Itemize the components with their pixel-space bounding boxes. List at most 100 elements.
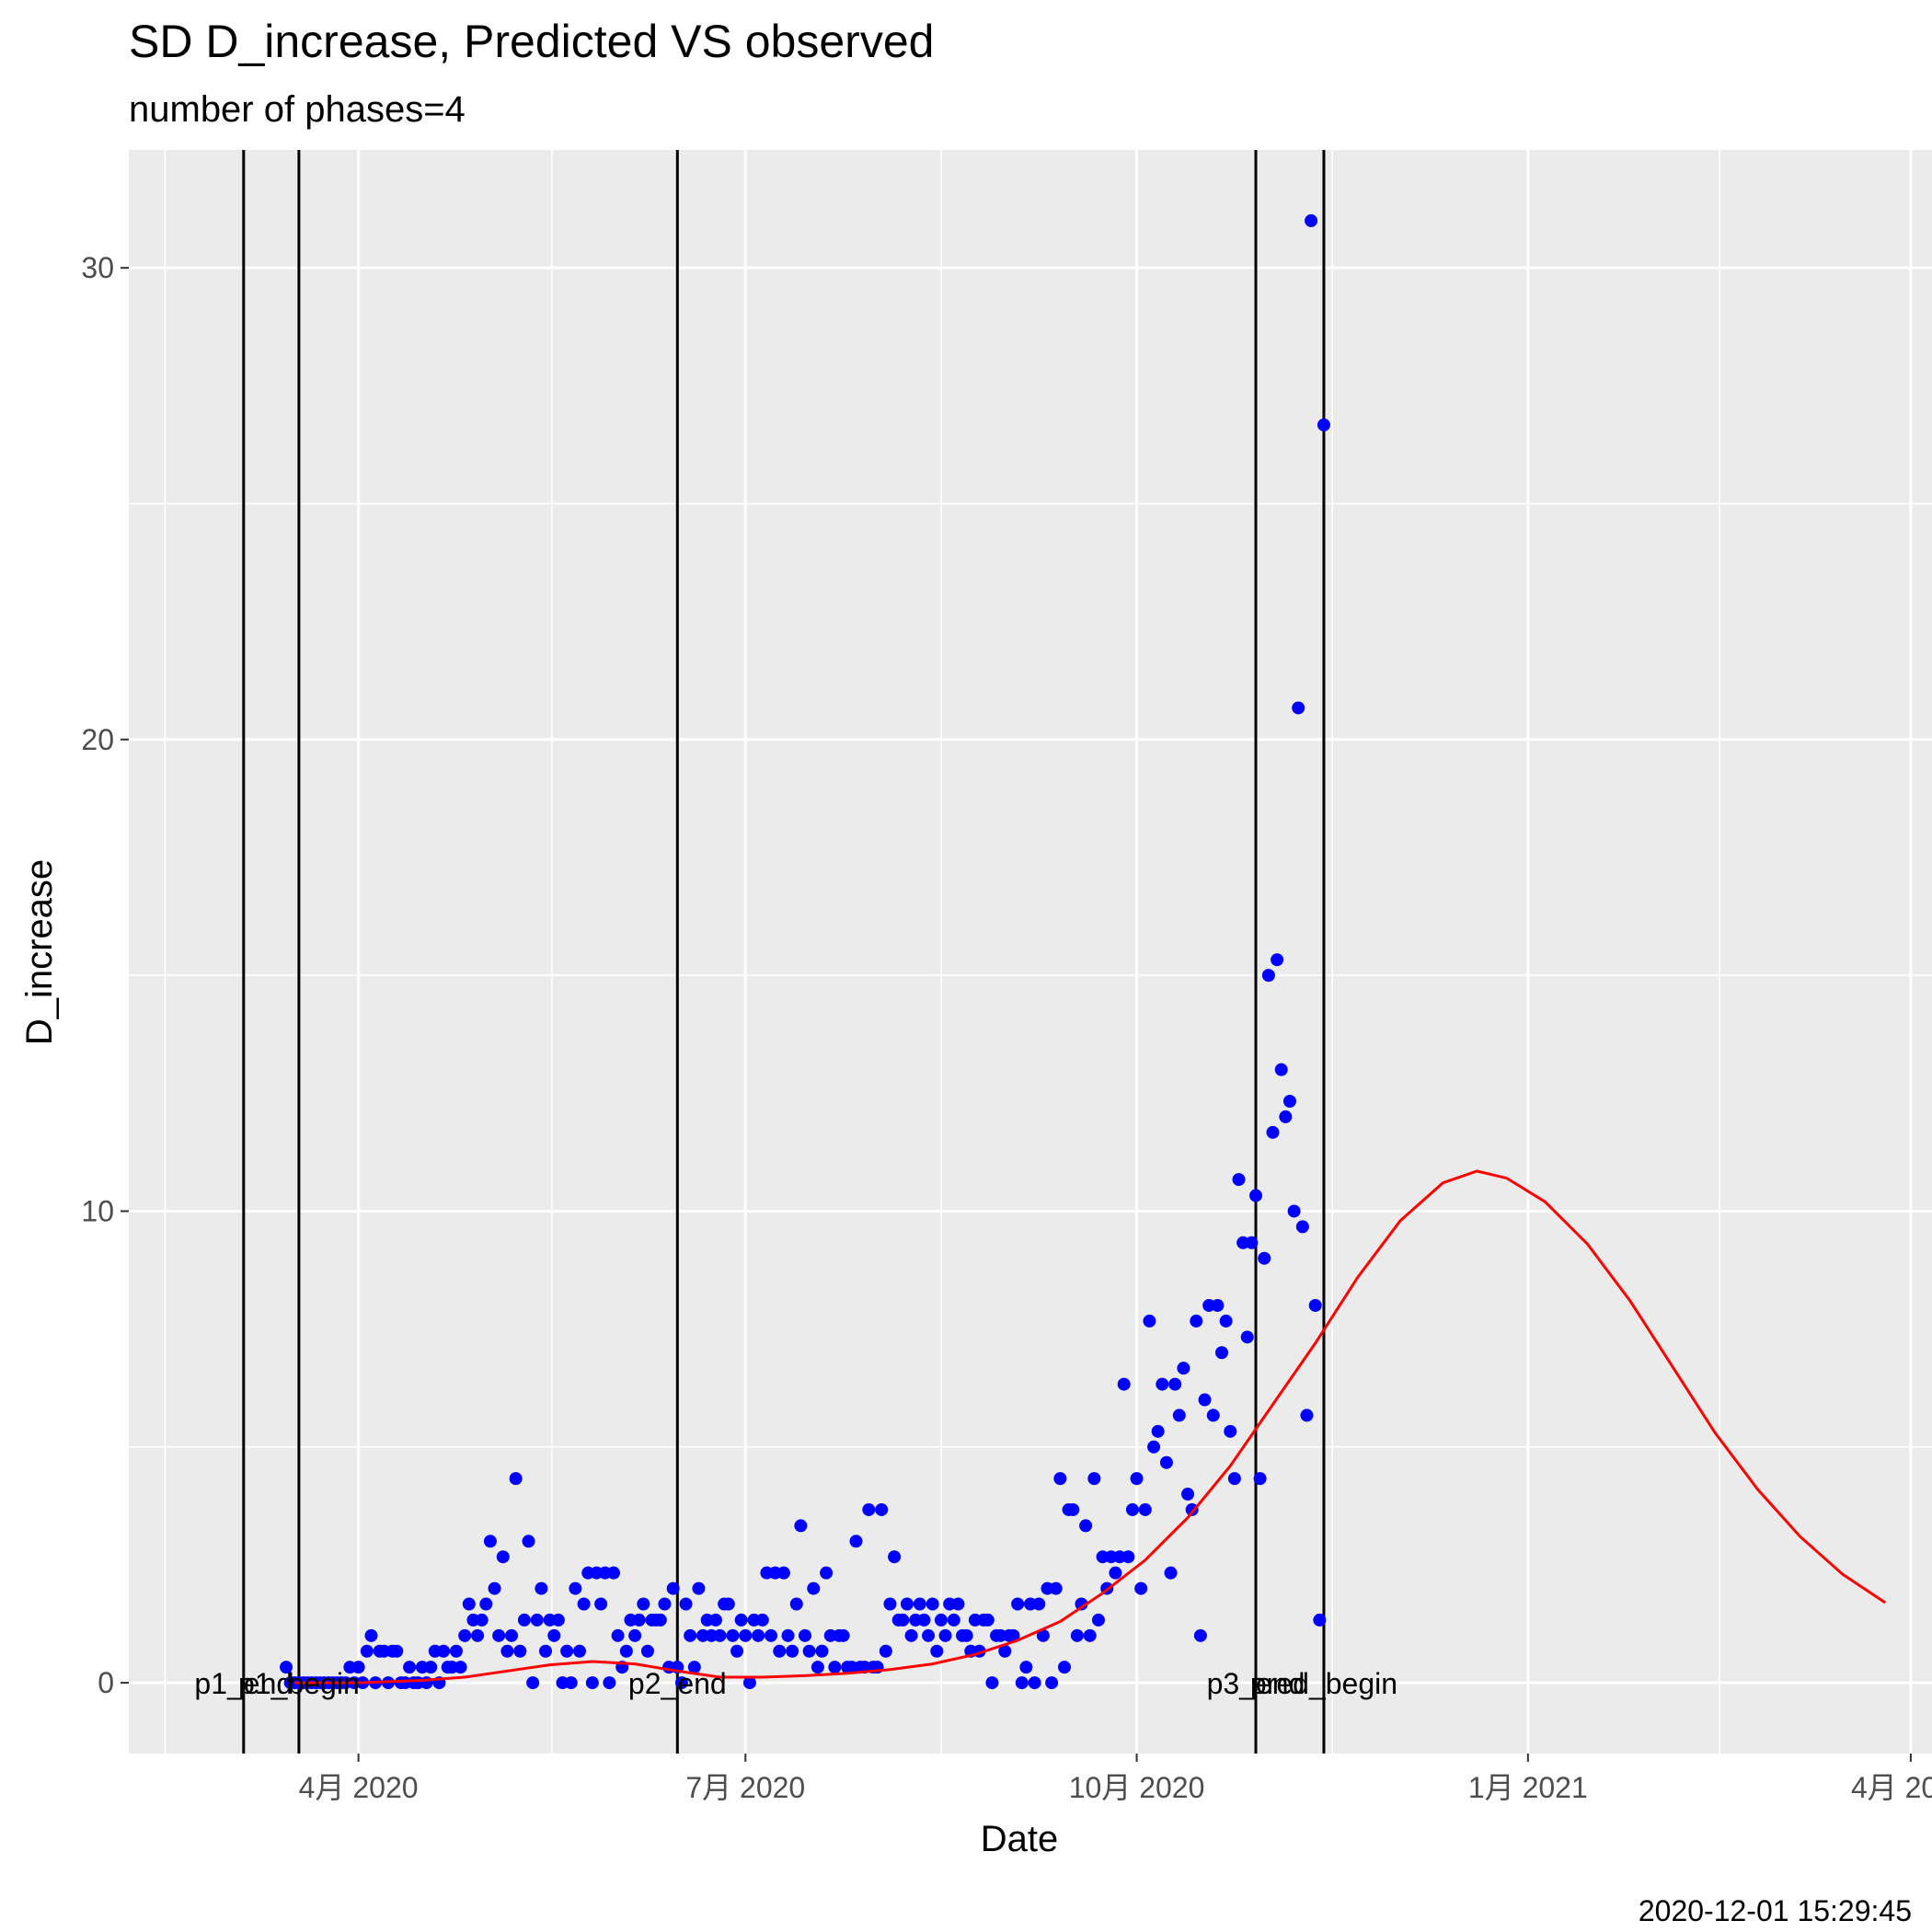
data-point	[479, 1597, 493, 1611]
prediction-line	[294, 1169, 1887, 1685]
data-point	[1053, 1472, 1067, 1486]
data-point	[1193, 1628, 1207, 1642]
data-point	[351, 1661, 365, 1674]
data-point	[606, 1566, 620, 1580]
data-point	[807, 1581, 821, 1595]
data-point	[679, 1597, 693, 1611]
data-point	[836, 1628, 850, 1642]
phase-label: p2_end	[628, 1667, 727, 1700]
data-point	[364, 1628, 378, 1642]
y-tick-label: 0	[98, 1666, 114, 1699]
data-point	[577, 1597, 591, 1611]
data-point	[708, 1613, 722, 1627]
data-point	[802, 1644, 816, 1658]
data-point	[687, 1661, 701, 1674]
data-point	[1015, 1676, 1029, 1690]
data-point	[424, 1661, 438, 1674]
x-tick-label: 1月 2021	[1468, 1771, 1588, 1804]
data-point	[815, 1644, 829, 1658]
data-point	[517, 1613, 531, 1627]
data-point	[658, 1597, 672, 1611]
data-point	[458, 1628, 472, 1642]
x-tick-label: 4月 2020	[299, 1771, 419, 1804]
data-point	[437, 1644, 451, 1658]
data-point	[811, 1661, 824, 1674]
data-point	[934, 1613, 948, 1627]
data-point	[1151, 1424, 1165, 1438]
data-point	[794, 1519, 808, 1533]
data-point	[1308, 1298, 1322, 1312]
data-point	[632, 1613, 646, 1627]
data-point	[475, 1613, 489, 1627]
data-point	[280, 1661, 293, 1674]
data-point	[820, 1566, 834, 1580]
data-point	[1249, 1189, 1262, 1202]
data-point	[1215, 1346, 1229, 1360]
data-point	[1177, 1362, 1190, 1375]
x-axis: 4月 2020 7月 2020 10月 2020 1月 2021 4月 2021	[299, 1754, 1932, 1804]
data-point	[488, 1581, 501, 1595]
data-point	[1036, 1628, 1050, 1642]
data-point	[752, 1628, 765, 1642]
data-point	[1134, 1581, 1148, 1595]
data-point	[551, 1613, 565, 1627]
data-point	[653, 1613, 667, 1627]
data-point	[535, 1581, 548, 1595]
data-point	[1125, 1502, 1139, 1516]
data-point	[900, 1597, 914, 1611]
y-tick-label: 30	[81, 251, 114, 284]
data-point	[526, 1676, 540, 1690]
data-point	[1143, 1314, 1156, 1328]
data-point	[403, 1661, 417, 1674]
data-point	[1006, 1628, 1020, 1642]
data-point	[569, 1581, 582, 1595]
data-point	[726, 1628, 740, 1642]
data-point	[862, 1502, 876, 1516]
phase-label: p3_end	[1207, 1667, 1305, 1700]
plot-panel	[129, 150, 1932, 1754]
data-point	[1261, 969, 1275, 983]
chart-title: SD D_increase, Predicted VS observed	[129, 16, 934, 67]
data-point	[1181, 1488, 1195, 1501]
data-point	[1117, 1377, 1131, 1391]
data-point	[547, 1628, 561, 1642]
data-point	[1091, 1613, 1105, 1627]
data-point	[1305, 213, 1318, 227]
data-point	[420, 1676, 433, 1690]
data-point	[1156, 1377, 1169, 1391]
data-point	[560, 1644, 574, 1658]
data-point	[1066, 1502, 1080, 1516]
data-point	[1070, 1628, 1084, 1642]
x-tick-label: 10月 2020	[1069, 1771, 1205, 1804]
data-point	[492, 1628, 506, 1642]
data-point	[1147, 1440, 1161, 1454]
data-point	[1287, 1204, 1301, 1218]
data-point	[1057, 1661, 1071, 1674]
data-point	[742, 1676, 756, 1690]
data-point	[765, 1628, 778, 1642]
data-point	[692, 1581, 706, 1595]
data-point	[1138, 1502, 1152, 1516]
data-point	[1032, 1597, 1046, 1611]
data-point	[1219, 1314, 1233, 1328]
data-point	[888, 1550, 902, 1564]
data-point	[1198, 1393, 1212, 1407]
data-point	[1258, 1251, 1271, 1265]
data-point	[496, 1550, 510, 1564]
data-point	[1282, 1095, 1296, 1109]
data-point	[896, 1613, 910, 1627]
data-point	[530, 1613, 544, 1627]
data-point	[674, 1676, 688, 1690]
predicted-curve	[294, 1169, 1887, 1685]
data-point	[926, 1597, 939, 1611]
data-point	[522, 1535, 535, 1548]
data-point	[883, 1597, 897, 1611]
data-point	[1227, 1472, 1241, 1486]
data-point	[1011, 1597, 1025, 1611]
timestamp: 2020-12-01 15:29:45	[1639, 1894, 1912, 1927]
data-point	[781, 1628, 795, 1642]
data-point	[564, 1676, 578, 1690]
data-point	[637, 1597, 650, 1611]
data-point	[789, 1597, 803, 1611]
